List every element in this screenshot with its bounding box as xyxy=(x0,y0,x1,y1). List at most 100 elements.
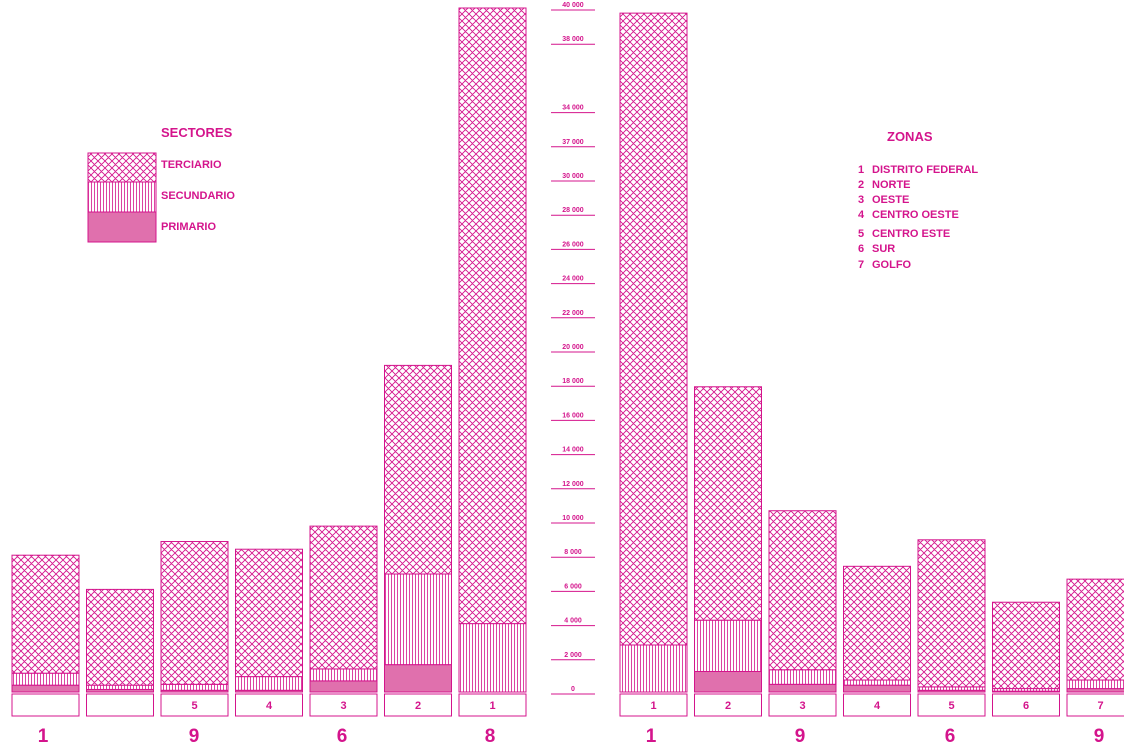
bar-label-box xyxy=(992,693,1060,717)
zona-item-1-name: DISTRITO FEDERAL xyxy=(872,164,978,176)
bar-label-box xyxy=(917,693,986,717)
bar-segment-terciario xyxy=(843,565,911,681)
y-tick-label: 30 000 xyxy=(562,173,584,180)
legend-swatch-terciario xyxy=(87,152,157,183)
bar-label-box xyxy=(694,693,762,717)
legend-swatch-primario xyxy=(87,211,157,243)
zona-item-7-name: GOLFO xyxy=(872,259,912,271)
legend-label-secundario: SECUNDARIO xyxy=(161,190,235,202)
legend-swatch-secundario xyxy=(87,181,157,213)
bar-segment-secundario xyxy=(86,684,154,690)
bar-label-box xyxy=(86,693,154,717)
y-tick-label: 24 000 xyxy=(562,276,584,283)
bar-segment-secundario xyxy=(384,573,452,666)
zona-item-6-name: SUR xyxy=(872,243,895,255)
y-tick-label: 6 000 xyxy=(564,583,582,590)
bar-segment-terciario xyxy=(86,588,154,686)
zona-item-5-num: 5 xyxy=(858,228,864,240)
zona-item-3-num: 3 xyxy=(858,194,864,206)
bar-segment-secundario xyxy=(458,623,527,693)
bar-label: 2 xyxy=(725,700,731,712)
y-tick-label: 26 000 xyxy=(562,241,584,248)
bar-segment-primario xyxy=(384,664,452,693)
zona-item-2-name: NORTE xyxy=(872,179,911,191)
bar-label: 2 xyxy=(415,700,421,712)
bar-segment-terciario xyxy=(694,386,762,621)
bar-segment-secundario xyxy=(768,669,837,685)
bar-segment-terciario xyxy=(309,525,378,670)
zonas-legend-title: ZONAS xyxy=(887,129,933,144)
bar-label-box xyxy=(235,693,303,717)
zonas-legend: ZONAS 1 DISTRITO FEDERAL 2 NORTE 3 OESTE… xyxy=(858,129,978,271)
bar-segment-secundario xyxy=(309,668,378,682)
bar-segment-terciario xyxy=(992,601,1060,690)
y-tick-label: 14 000 xyxy=(562,447,584,454)
bar-label-box xyxy=(619,693,688,717)
group-label: 1 xyxy=(646,726,657,747)
bar-label: 5 xyxy=(948,700,954,712)
bar-segment-terciario xyxy=(768,510,837,671)
category-labels: 5 4 3 2 1 1 9 6 8 1 2 3 4 5 6 7 1 9 6 9 xyxy=(11,693,1124,747)
zona-item-4-name: CENTRO OESTE xyxy=(872,209,959,221)
bar-label: 5 xyxy=(191,700,197,712)
bar-segment-terciario xyxy=(458,7,527,625)
group-label: 8 xyxy=(485,726,496,747)
sectores-legend-title: SECTORES xyxy=(161,125,233,140)
group-label: 1 xyxy=(38,726,49,747)
bar-segment-secundario xyxy=(11,672,80,686)
bar-segment-primario xyxy=(11,684,80,693)
bar-segment-secundario xyxy=(694,619,762,672)
zona-item-4-num: 4 xyxy=(858,209,865,221)
bar-label-box xyxy=(309,693,378,717)
bar-label: 1 xyxy=(489,700,495,712)
bar-segment-primario xyxy=(843,684,911,693)
y-tick-label: 12 000 xyxy=(562,481,584,488)
group-label: 6 xyxy=(945,726,956,747)
bar-label: 4 xyxy=(266,700,273,712)
group-label: 9 xyxy=(189,726,200,747)
y-tick-label: 2 000 xyxy=(564,652,582,659)
y-tick-label: 4 000 xyxy=(564,618,582,625)
y-axis: 40 000 38 000 34 000 37 000 30 000 28 000 26 0… xyxy=(551,2,595,695)
y-tick-label: 8 000 xyxy=(564,549,582,556)
legend-label-terciario: TERCIARIO xyxy=(161,159,222,171)
y-tick-label: 18 000 xyxy=(562,378,584,385)
bar-segment-primario xyxy=(309,680,378,693)
y-tick-label: 10 000 xyxy=(562,515,584,522)
y-tick-label: 28 000 xyxy=(562,207,584,214)
bar-segment-secundario xyxy=(917,686,986,691)
sectores-legend: SECTORES TERCIARIO SECUNDARIO PRIMARIO xyxy=(87,125,235,243)
bar-segment-secundario xyxy=(1066,679,1124,690)
bar-label: 6 xyxy=(1023,700,1029,712)
y-tick-label: 37 000 xyxy=(562,139,584,146)
bar-label-box xyxy=(843,693,911,717)
zona-item-3-name: OESTE xyxy=(872,194,909,206)
bar-segment-primario xyxy=(768,683,837,693)
y-tick-label: 38 000 xyxy=(562,36,584,43)
bar-segment-terciario xyxy=(1066,578,1124,681)
bar-segment-terciario xyxy=(11,554,80,674)
zona-item-2-num: 2 xyxy=(858,179,864,191)
bar-label-box xyxy=(1066,693,1124,717)
bars xyxy=(11,7,1124,693)
zona-item-7-num: 7 xyxy=(858,259,864,271)
bar-segment-secundario xyxy=(235,676,303,691)
y-tick-label: 40 000 xyxy=(562,2,584,9)
zona-item-1-num: 1 xyxy=(858,164,864,176)
bar-label-box xyxy=(11,693,80,717)
bar-segment-secundario xyxy=(843,679,911,686)
bar-label: 7 xyxy=(1097,700,1103,712)
bar-segment-terciario xyxy=(917,539,986,688)
y-tick-label: 20 000 xyxy=(562,344,584,351)
bar-label-box xyxy=(458,693,527,717)
bar-segment-primario xyxy=(694,670,762,693)
bar-segment-primario xyxy=(1066,688,1124,693)
bar-segment-terciario xyxy=(384,364,452,575)
y-tick-label: 16 000 xyxy=(562,412,584,419)
y-tick-label: 0 xyxy=(571,686,575,693)
legend-label-primario: PRIMARIO xyxy=(161,221,216,233)
bar-segment-terciario xyxy=(619,12,688,646)
bar-segment-terciario xyxy=(160,541,229,685)
y-tick-label: 34 000 xyxy=(562,105,584,112)
